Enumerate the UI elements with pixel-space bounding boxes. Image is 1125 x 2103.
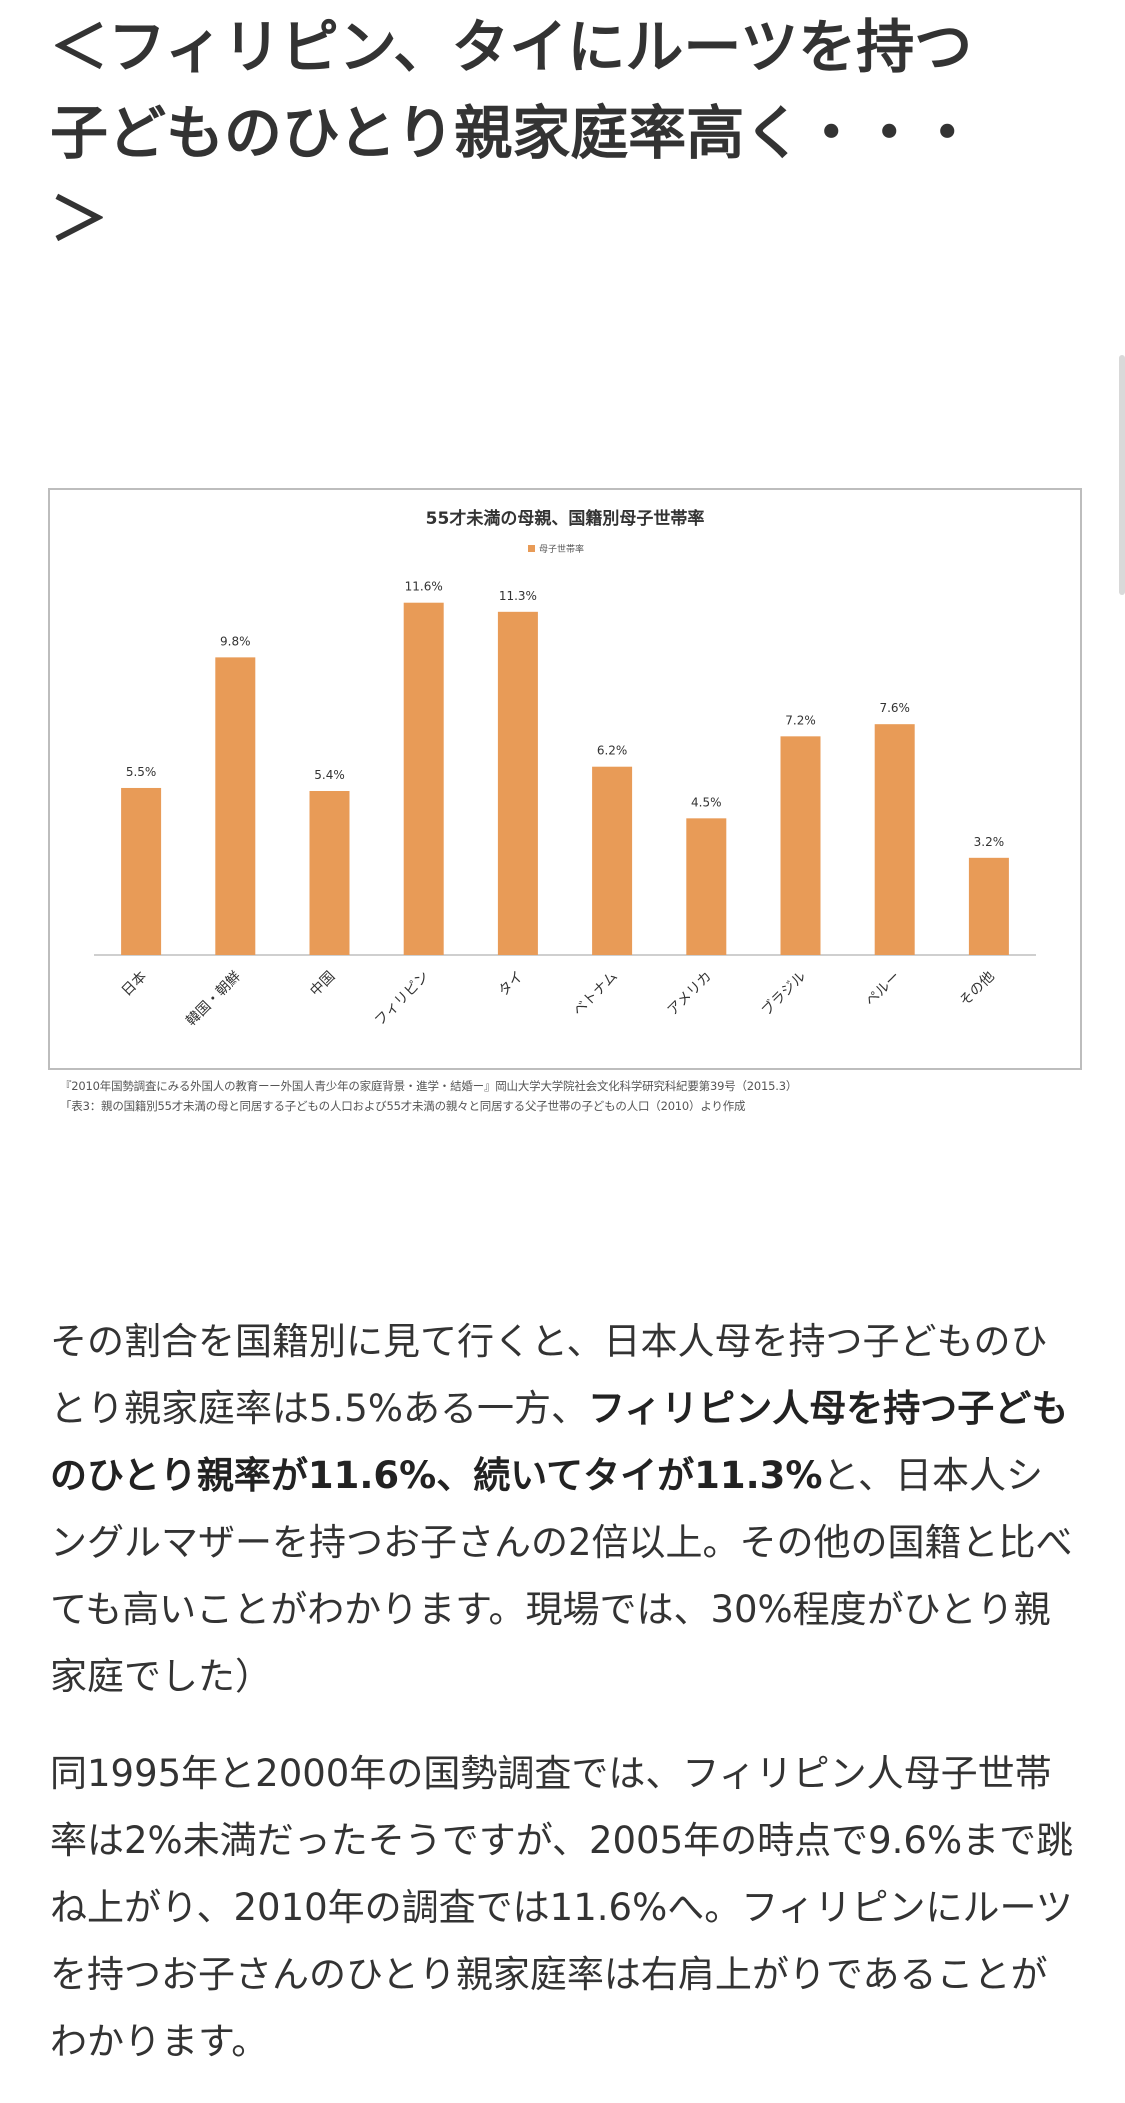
x-tick-label-3: 中国: [307, 969, 338, 1000]
x-tick-label-10: その他: [957, 969, 998, 1010]
x-tick-label-4: フィリピン: [372, 969, 433, 1030]
bar-1: [121, 787, 162, 955]
bar-5: [497, 611, 538, 955]
heading-line-1: ＜フィリピン、タイにルーツを持つ: [50, 13, 973, 81]
bar-9: [874, 724, 915, 955]
chart-figure: 55才未満の母親、国籍別母子世帯率 母子世帯率 5.5% 日本 9.8% 韓国・朝鮮 5…: [48, 488, 1082, 1070]
data-label-5: 11.3%: [499, 589, 537, 603]
x-tick-label-6: ベトナム: [570, 969, 621, 1020]
x-tick-label-9: ペルー: [863, 969, 904, 1010]
data-label-8: 7.2%: [785, 713, 816, 727]
paragraph-1-text-b: と、日本人シングルマザーを持つお子さんの2倍以上。その他の国籍と比べても高いこと…: [50, 1454, 1073, 1698]
x-tick-label-8: ブラジル: [758, 968, 809, 1019]
bar-3: [309, 791, 350, 955]
bar-6: [592, 766, 633, 955]
bar-7: [686, 818, 727, 955]
bar-8: [780, 736, 821, 955]
data-label-1: 5.5%: [126, 765, 157, 779]
article-heading: ＜フィリピン、タイにルーツを持つ 子どものひとり親家庭率高く・・・ ＞: [50, 4, 1080, 262]
data-label-7: 4.5%: [691, 795, 722, 809]
data-label-2: 9.8%: [220, 634, 251, 648]
chart-source-caption-2: 「表3：親の国籍別55才未満の母と同居する子どもの人口および55才未満の親々と同…: [60, 1099, 746, 1113]
data-label-6: 6.2%: [597, 744, 628, 758]
bar-10: [968, 857, 1009, 955]
heading-line-3: ＞: [50, 185, 109, 253]
body-paragraph-2: 同1995年と2000年の国勢調査では、フィリピン人母子世帯率は2%未満だったそ…: [50, 1752, 1074, 2063]
data-label-3: 5.4%: [314, 768, 345, 782]
bar-chart: 55才未満の母親、国籍別母子世帯率 母子世帯率 5.5% 日本 9.8% 韓国・朝鮮 5…: [94, 508, 1036, 1030]
x-tick-label-2: 韓国・朝鮮: [183, 969, 244, 1030]
bar-2: [215, 657, 256, 955]
data-label-10: 3.2%: [974, 835, 1005, 849]
paragraph-1-emphasis: フィリピン人母を持つ子どものひとり親率が11.6%、続いてタイが11.3%: [50, 1387, 1069, 1497]
bar-4: [403, 602, 444, 955]
x-tick-label-5: タイ: [496, 969, 527, 1000]
data-label-9: 7.6%: [879, 701, 910, 715]
chart-title: 55才未満の母親、国籍別母子世帯率: [426, 508, 705, 529]
heading-line-2: 子どものひとり親家庭率高く・・・: [50, 99, 977, 167]
page-scrollbar[interactable]: [1119, 355, 1125, 595]
chart-source-caption-1: 『2010年国勢調査にみる外国人の教育ーー外国人青少年の家庭背景・進学・結婚ー』…: [60, 1079, 798, 1093]
x-tick-label-7: アメリカ: [665, 969, 715, 1019]
paragraph-1-text-a: その割合を国籍別に見て行くと、日本人母を持つ子どものひとり親家庭率は5.5%ある…: [50, 1320, 1048, 1430]
x-tick-label-1: 日本: [119, 969, 150, 1000]
data-label-4: 11.6%: [405, 580, 443, 594]
legend-swatch: [528, 545, 535, 552]
body-paragraph-1: その割合を国籍別に見て行くと、日本人母を持つ子どものひとり親家庭率は5.5%ある…: [50, 1308, 1080, 1710]
legend-label: 母子世帯率: [539, 543, 584, 555]
